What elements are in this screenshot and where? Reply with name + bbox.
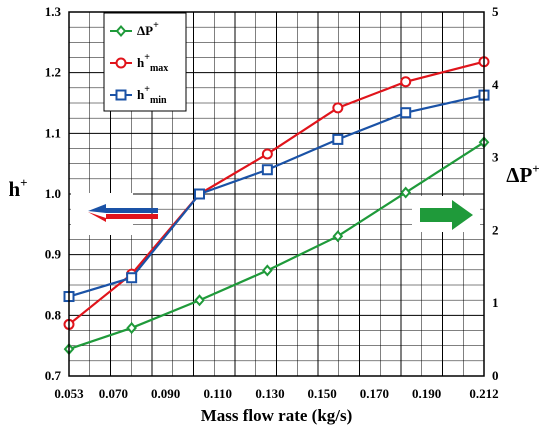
data-point-square: [194, 188, 206, 200]
y-right-axis-title: ΔP+: [506, 161, 539, 187]
data-point-diamond: [126, 321, 137, 334]
legend-label-base: h: [137, 87, 145, 102]
x-tick-label: 0.212: [469, 386, 498, 401]
data-point-diamond: [400, 186, 412, 199]
data-point-circle: [261, 148, 273, 160]
legend-entry: ΔP+: [110, 20, 159, 38]
data-point-circle: [332, 102, 344, 114]
y-left-axis-title-base: h: [8, 177, 20, 201]
y-left-tick-label: 1.1: [45, 125, 61, 140]
x-tick-label: 0.190: [412, 386, 441, 401]
data-point-square: [126, 272, 138, 284]
legend-label-base: ΔP: [137, 23, 153, 38]
y-left-tick-label: 1.3: [45, 4, 62, 19]
x-tick-label: 0.130: [255, 386, 284, 401]
x-tick-label: 0.170: [360, 386, 389, 401]
legend-label-sub: max: [150, 63, 168, 74]
data-point-diamond: [115, 24, 127, 38]
legend-label-base: h: [137, 55, 145, 70]
x-tick-label: 0.070: [99, 386, 128, 401]
legend-label-sub: min: [150, 95, 167, 106]
grid: [69, 12, 484, 376]
data-point-diamond: [332, 230, 344, 243]
y-left-tick-label: 0.8: [45, 307, 62, 322]
x-tick-label: 0.110: [204, 386, 233, 401]
plot-frame: [68, 11, 485, 377]
left-arrow-red-part: [88, 212, 158, 222]
legend-label: h+min: [137, 84, 167, 106]
right-arrow: [420, 200, 473, 230]
x-tick-label: 0.090: [151, 386, 180, 401]
y-right-tick-label: 5: [492, 4, 499, 19]
y-right-tick-label: 4: [492, 77, 499, 92]
legend-label-sup: +: [144, 52, 150, 63]
legend-entry: h+max: [110, 52, 168, 74]
x-axis-title: Mass flow rate (kg/s): [201, 406, 353, 425]
data-point-square: [332, 133, 344, 145]
y-right-tick-label: 3: [492, 150, 499, 165]
y-left-tick-label: 0.7: [45, 368, 62, 383]
legend-label-sup: +: [144, 84, 150, 95]
y-left-tick-label: 0.9: [45, 247, 62, 262]
legend-label-sup: +: [153, 20, 159, 31]
x-tick-label: 0.150: [308, 386, 337, 401]
tick-labels: 0.053 0.070 0.090 0.110 0.130 0.150 0.170 0.190…: [45, 4, 499, 401]
legend-label: h+max: [137, 52, 168, 74]
y-right-tick-label: 0: [492, 368, 499, 383]
y-left-axis-title: h+: [8, 175, 27, 201]
direction-arrows: [71, 193, 480, 235]
y-right-axis-title-sup: +: [532, 161, 539, 176]
data-point-diamond: [262, 264, 273, 277]
data-point-square: [261, 164, 273, 176]
y-left-axis-title-sup: +: [20, 175, 27, 190]
x-tick-label: 0.053: [54, 386, 84, 401]
y-left-tick-label: 1.2: [45, 65, 61, 80]
data-point-circle: [400, 76, 412, 88]
series-diamond: [63, 136, 490, 356]
y-right-tick-label: 1: [492, 295, 499, 310]
data-point-circle: [115, 57, 127, 69]
data-point-square: [115, 89, 127, 101]
y-left-tick-label: 1.0: [45, 186, 61, 201]
data-point-square: [400, 107, 412, 119]
y-right-axis-title-base: ΔP: [506, 163, 532, 187]
data-point-diamond: [194, 294, 205, 307]
legend-label: ΔP+: [137, 20, 159, 38]
left-arrow-blue-part: [88, 204, 158, 213]
y-right-tick-label: 2: [492, 222, 499, 237]
legend-entry: h+min: [110, 84, 167, 106]
